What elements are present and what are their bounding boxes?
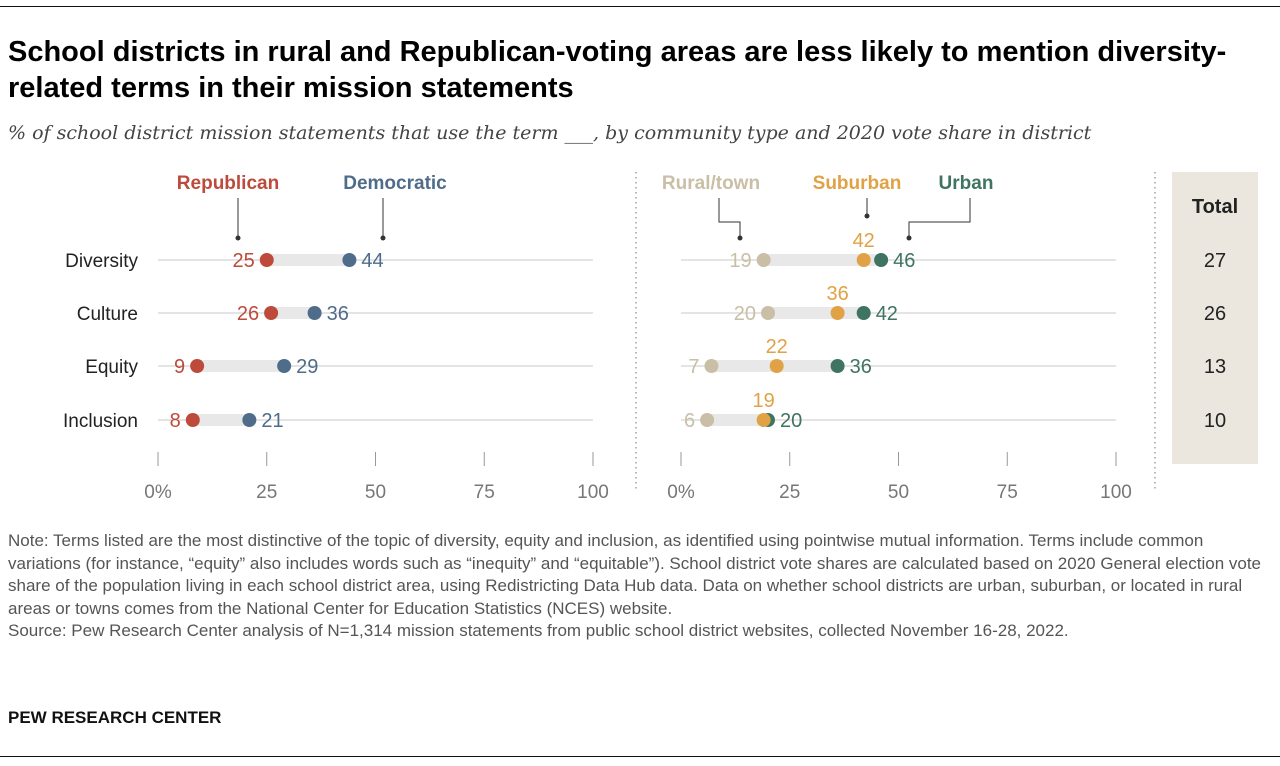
urban-value-label: 36 bbox=[850, 356, 872, 378]
note-text: Note: Terms listed are the most distinct… bbox=[8, 531, 1262, 618]
total-value: 13 bbox=[1204, 356, 1226, 378]
partisan-x-tick-label: 100 bbox=[577, 482, 609, 503]
community-x-tick-label: 50 bbox=[888, 482, 909, 503]
democratic-value-label: 21 bbox=[261, 410, 283, 432]
rural-legend-leader bbox=[718, 198, 741, 238]
urban-legend-leader bbox=[908, 198, 971, 238]
brand-name: PEW RESEARCH CENTER bbox=[8, 708, 222, 727]
suburban-dot bbox=[830, 306, 845, 320]
rural-dot bbox=[704, 359, 719, 373]
rural-value-label: 6 bbox=[684, 410, 695, 432]
suburban-value-label: 36 bbox=[826, 283, 848, 305]
urban-legend-label: Urban bbox=[939, 173, 994, 194]
bottom-rule bbox=[0, 756, 1280, 757]
urban-legend-leader-dot bbox=[906, 235, 912, 241]
total-value: 10 bbox=[1204, 410, 1226, 432]
partisan-x-tick-label: 0% bbox=[144, 482, 172, 503]
rural-dot bbox=[756, 253, 771, 267]
democratic-dot bbox=[277, 359, 292, 373]
suburban-dot bbox=[756, 413, 771, 427]
suburban-value-label: 22 bbox=[766, 336, 788, 358]
democratic-value-label: 29 bbox=[296, 356, 318, 378]
rural-legend-label: Rural/town bbox=[662, 173, 760, 194]
democratic-legend-leader-dot bbox=[380, 235, 386, 241]
democratic-legend-label: Democratic bbox=[343, 173, 447, 194]
urban-value-label: 46 bbox=[893, 250, 915, 272]
category-label: Inclusion bbox=[63, 411, 138, 432]
republican-value-label: 25 bbox=[233, 250, 255, 272]
total-value: 27 bbox=[1204, 250, 1226, 272]
suburban-legend-leader-dot bbox=[864, 213, 870, 219]
republican-legend-leader-dot bbox=[235, 235, 241, 241]
suburban-dot bbox=[856, 253, 871, 267]
republican-dot bbox=[264, 306, 279, 320]
rural-value-label: 7 bbox=[688, 356, 699, 378]
total-header: Total bbox=[1192, 196, 1238, 218]
democratic-dot bbox=[242, 413, 257, 427]
urban-dot bbox=[830, 359, 845, 373]
community-x-tick-label: 25 bbox=[779, 482, 800, 503]
democratic-dot bbox=[307, 306, 322, 320]
republican-legend-label: Republican bbox=[177, 173, 279, 194]
notes-block: Note: Terms listed are the most distinct… bbox=[8, 530, 1276, 643]
urban-dot bbox=[874, 253, 889, 267]
chart-subtitle: % of school district mission statements … bbox=[8, 122, 1092, 144]
urban-value-label: 20 bbox=[780, 410, 802, 432]
dot-plot-chart: Diversity Culture Equity Inclusion 0% 25 50 75 1… bbox=[63, 172, 1258, 503]
top-rule bbox=[0, 6, 1280, 7]
suburban-value-label: 19 bbox=[753, 390, 775, 412]
republican-value-label: 9 bbox=[174, 356, 185, 378]
rural-value-label: 20 bbox=[734, 303, 756, 325]
source-text: Source: Pew Research Center analysis of … bbox=[8, 621, 1069, 640]
rural-legend-leader-dot bbox=[737, 235, 743, 241]
rural-dot bbox=[761, 306, 775, 320]
suburban-legend-label: Suburban bbox=[813, 173, 902, 194]
community-x-tick-label: 75 bbox=[997, 482, 1018, 503]
total-value: 26 bbox=[1204, 303, 1226, 325]
republican-value-label: 8 bbox=[170, 410, 181, 432]
democratic-dot bbox=[342, 253, 357, 267]
democratic-value-label: 36 bbox=[327, 303, 349, 325]
partisan-x-tick-label: 50 bbox=[365, 482, 386, 503]
rural-value-label: 19 bbox=[729, 250, 751, 272]
community-x-tick-label: 0% bbox=[667, 482, 695, 503]
suburban-value-label: 42 bbox=[853, 230, 875, 252]
urban-value-label: 42 bbox=[876, 303, 898, 325]
partisan-x-tick-label: 75 bbox=[474, 482, 495, 503]
category-label: Culture bbox=[77, 304, 138, 325]
category-label: Equity bbox=[85, 357, 138, 378]
urban-dot bbox=[856, 306, 871, 320]
republican-dot bbox=[190, 359, 205, 373]
republican-dot bbox=[185, 413, 200, 427]
community-x-tick-label: 100 bbox=[1100, 482, 1132, 503]
rural-dot bbox=[700, 413, 715, 427]
category-label: Diversity bbox=[65, 251, 138, 272]
chart-title: School districts in rural and Republican… bbox=[8, 36, 1227, 104]
partisan-x-tick-label: 25 bbox=[256, 482, 277, 503]
democratic-value-label: 44 bbox=[361, 250, 383, 272]
suburban-dot bbox=[769, 359, 784, 373]
total-column-background bbox=[1172, 172, 1258, 464]
republican-dot bbox=[259, 253, 274, 267]
republican-value-label: 26 bbox=[237, 303, 259, 325]
